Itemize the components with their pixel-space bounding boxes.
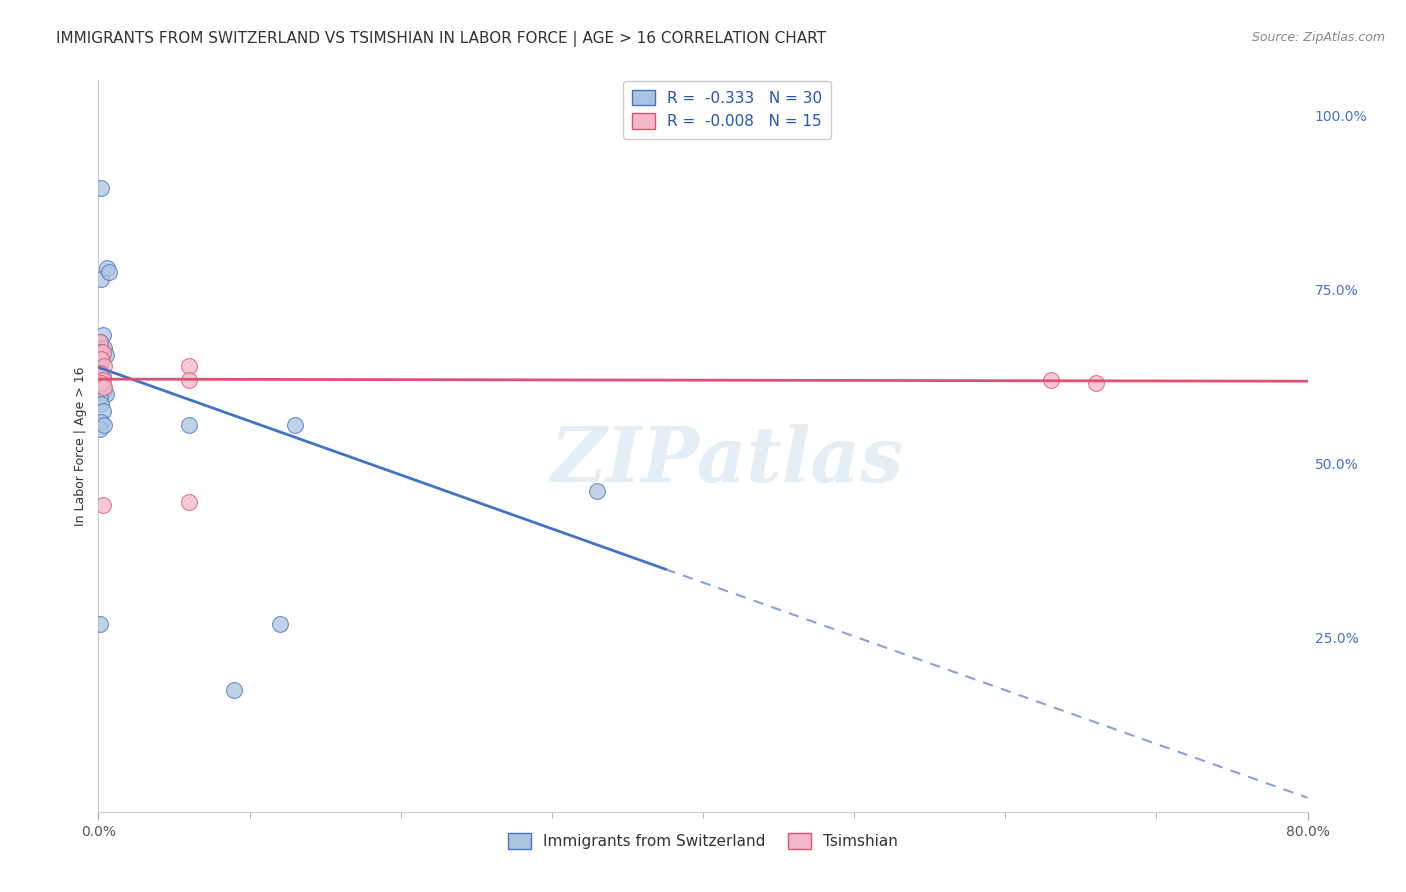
Point [1039, 373, 1062, 387]
Point [93, 342, 115, 356]
Legend: Immigrants from Switzerland, Tsimshian: Immigrants from Switzerland, Tsimshian [502, 827, 904, 855]
Point [89, 421, 111, 435]
Point [91, 327, 114, 342]
Point [91, 369, 114, 384]
Point [90, 351, 112, 366]
Point [89, 366, 111, 380]
Point [179, 359, 201, 373]
Point [269, 616, 291, 631]
Point [90, 355, 112, 369]
Point [89, 390, 111, 404]
Point [90, 376, 112, 391]
Point [91, 404, 114, 418]
Point [93, 418, 115, 433]
Point [90, 181, 112, 195]
Point [90, 272, 112, 286]
Point [90, 397, 112, 411]
Point [1085, 376, 1108, 391]
Y-axis label: In Labor Force | Age > 16: In Labor Force | Age > 16 [75, 367, 87, 525]
Point [91, 345, 114, 359]
Point [89, 369, 111, 384]
Point [90, 415, 112, 429]
Point [93, 384, 115, 398]
Point [96, 261, 118, 276]
Point [179, 494, 201, 508]
Point [93, 359, 115, 373]
Point [90, 342, 112, 356]
Point [89, 345, 111, 359]
Point [89, 362, 111, 376]
Point [89, 334, 111, 349]
Point [89, 616, 111, 631]
Point [94, 386, 117, 401]
Point [284, 418, 307, 433]
Text: ZIPatlas: ZIPatlas [551, 424, 904, 498]
Point [89, 334, 111, 349]
Point [94, 348, 117, 362]
Point [91, 373, 114, 387]
Point [586, 484, 609, 499]
Point [93, 380, 115, 394]
Point [89, 376, 111, 391]
Point [179, 373, 201, 387]
Point [224, 682, 246, 697]
Point [179, 418, 201, 433]
Point [98, 265, 121, 279]
Point [91, 348, 114, 362]
Point [90, 376, 112, 391]
Text: Source: ZipAtlas.com: Source: ZipAtlas.com [1251, 31, 1385, 45]
Point [91, 498, 114, 512]
Text: IMMIGRANTS FROM SWITZERLAND VS TSIMSHIAN IN LABOR FORCE | AGE > 16 CORRELATION C: IMMIGRANTS FROM SWITZERLAND VS TSIMSHIAN… [56, 31, 827, 47]
